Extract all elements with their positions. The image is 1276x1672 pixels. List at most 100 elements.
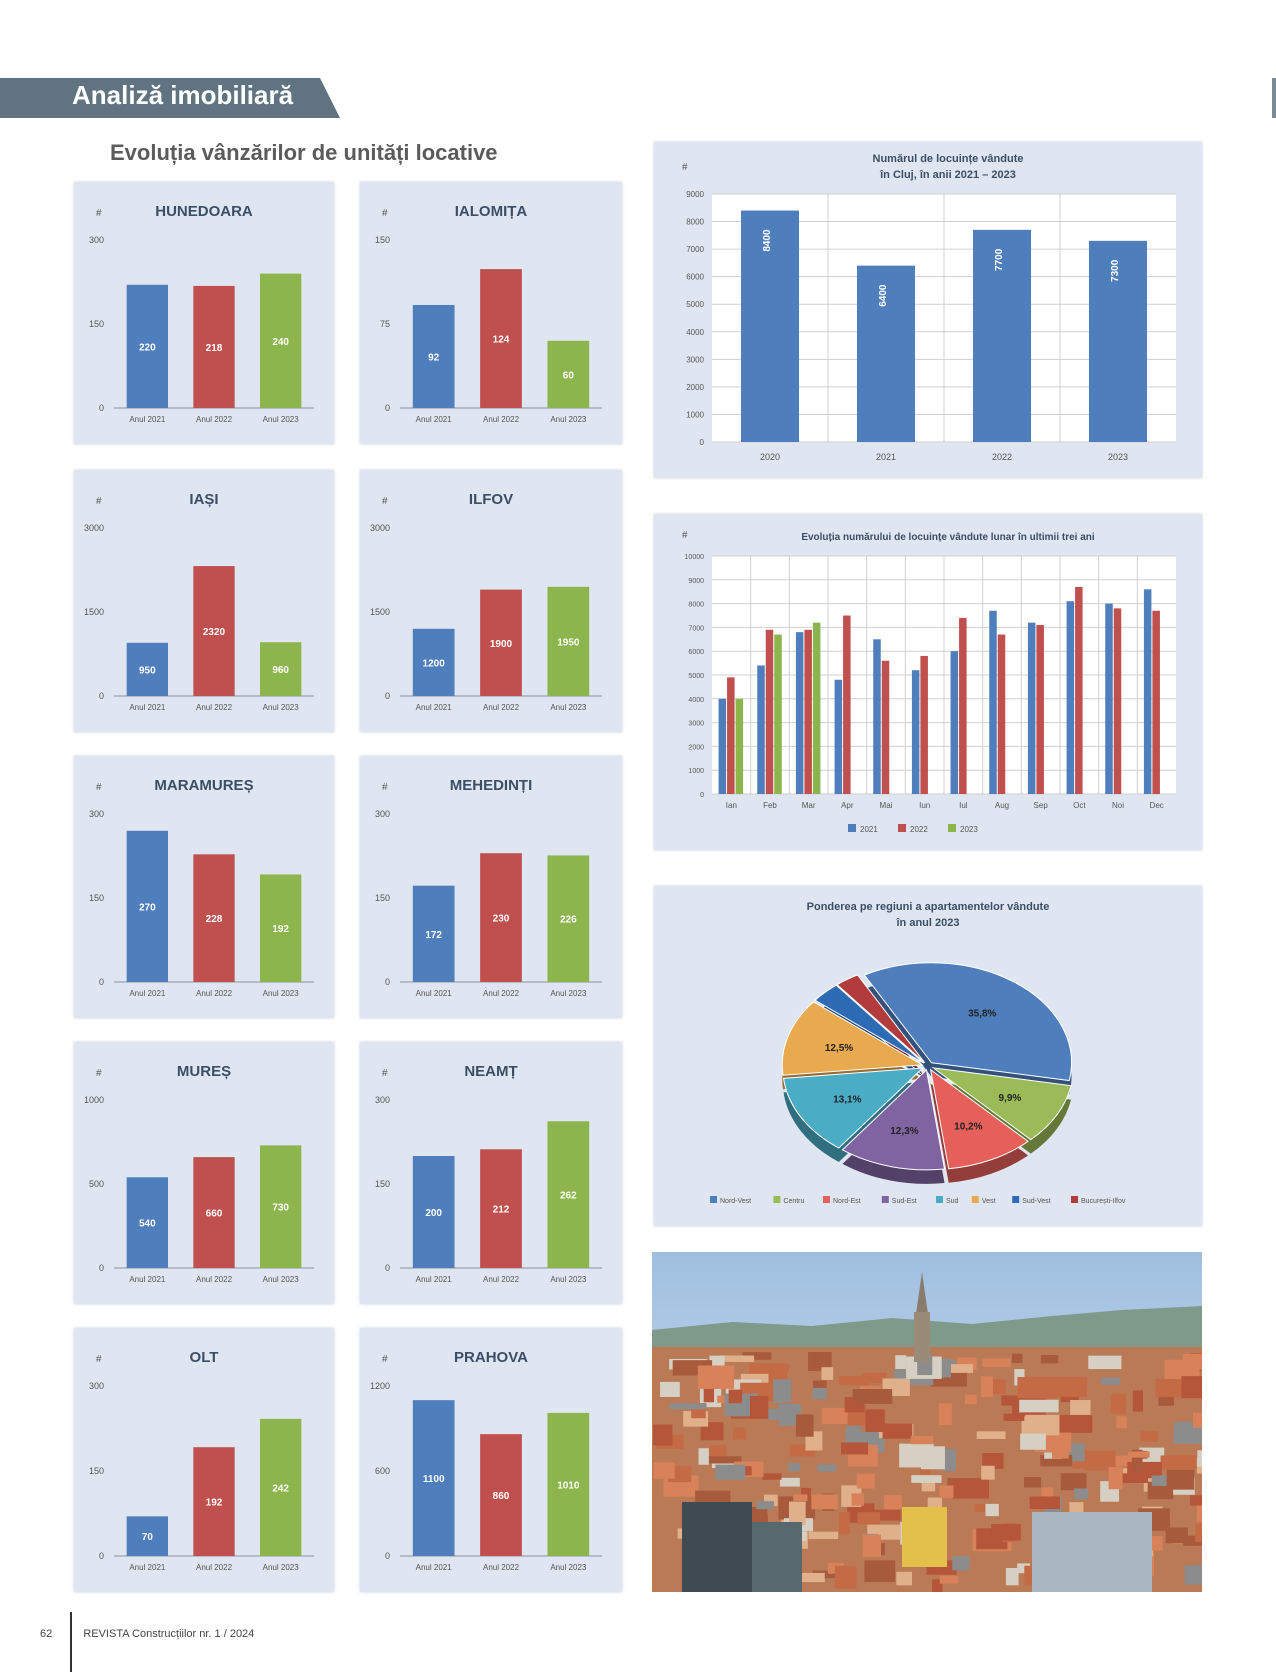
y-tick-label: 150 (375, 235, 390, 245)
bar-2023 (735, 698, 744, 794)
x-tick-label: 2023 (1108, 452, 1128, 462)
chart-title: PRAHOVA (454, 1349, 528, 1366)
city-panorama-photo (652, 1252, 1202, 1592)
pie-data-label: 13,1% (833, 1095, 861, 1106)
chart-prahova: PRAHOVA #0 600 1200 1100 Anul 2021 860 Anul 202… (360, 1328, 622, 1592)
pie-slice (841, 1068, 946, 1171)
y-axis-label: # (96, 208, 102, 219)
pie-slice (836, 974, 926, 1064)
legend-swatch (971, 1196, 979, 1203)
x-tick-label: Anul 2023 (550, 703, 587, 712)
chart-svg: HUNEDOARA #0 150 300 220 Anul 2021 218 Anul 202… (89, 203, 314, 424)
legend-label: Sud (946, 1198, 959, 1205)
y-tick-label: 0 (385, 1263, 390, 1273)
y-axis-label: # (382, 496, 388, 507)
bar-2023 (812, 622, 821, 794)
legend-label: 2021 (860, 825, 878, 834)
bar-2023 (774, 634, 782, 794)
chart-title: MARAMUREȘ (154, 777, 253, 794)
pie-slice (931, 1067, 1072, 1141)
legend-label: Centru (783, 1198, 804, 1205)
bar (193, 1447, 235, 1556)
legend-swatch (1071, 1196, 1078, 1203)
pie-slice (814, 984, 925, 1064)
legend-label: Vest (982, 1198, 996, 1205)
bar-data-label: 212 (493, 1205, 510, 1216)
header-title: Analiză imobiliară (72, 80, 294, 110)
bar-data-label: 124 (493, 335, 510, 346)
bar (547, 586, 590, 696)
y-tick-label: 500 (89, 1179, 104, 1189)
chart-title: MEHEDINȚI (450, 777, 533, 794)
y-tick-label: 0 (99, 1551, 104, 1561)
bar (412, 628, 455, 696)
bar (973, 229, 1031, 442)
x-tick-label: Anul 2022 (483, 1563, 520, 1572)
y-tick-label: 7000 (686, 245, 704, 254)
y-axis-label: # (96, 1354, 102, 1365)
y-tick-label: 3000 (688, 721, 704, 728)
x-tick-label: 2021 (876, 452, 896, 462)
bar (547, 855, 590, 982)
legend-swatch (936, 1196, 943, 1203)
x-tick-label: Anul 2021 (416, 989, 453, 998)
bar-data-label: 1900 (490, 639, 513, 650)
x-tick-label: Feb (763, 801, 777, 810)
y-tick-label: 0 (99, 977, 104, 987)
bar (412, 304, 455, 408)
bar (260, 1145, 302, 1268)
y-tick-label: 1000 (688, 768, 704, 775)
bar-data-label: 6400 (878, 284, 889, 307)
x-tick-label: Anul 2022 (196, 989, 233, 998)
legend-label: Sud-Est (892, 1198, 917, 1205)
y-tick-label: 150 (375, 1179, 390, 1189)
chart-svg: MARAMUREȘ #0 150 300 270 Anul 2021 228 Anul 202… (89, 777, 314, 998)
y-tick-label: 300 (375, 809, 390, 819)
y-tick-label: 1200 (370, 1381, 390, 1391)
bar (193, 566, 235, 696)
chart-mehedinti: MEHEDINȚI #0 150 300 172 Anul 2021 230 Anul 202… (360, 756, 622, 1018)
y-tick-label: 0 (385, 977, 390, 987)
x-tick-label: Anul 2023 (263, 989, 300, 998)
pie-data-label: 12,5% (825, 1043, 853, 1054)
bar (480, 853, 522, 982)
y-tick-label: 1500 (84, 607, 104, 617)
y-axis-label: # (382, 208, 388, 219)
x-tick-label: Anul 2022 (196, 415, 233, 424)
y-tick-label: 1500 (370, 607, 390, 617)
chart-svg: MEHEDINȚI #0 150 300 172 Anul 2021 230 Anul 202… (375, 777, 602, 998)
bar-data-label: 1010 (557, 1480, 580, 1491)
bar-2021 (757, 665, 765, 794)
legend-swatch (948, 824, 956, 832)
bar-data-label: 230 (493, 914, 510, 925)
bar (260, 1418, 302, 1556)
bar (412, 1400, 455, 1556)
bar-data-label: 60 (563, 370, 575, 381)
chart-neamt: NEAMȚ #0 150 300 200 Anul 2021 212 Anul 2022 262… (360, 1042, 622, 1304)
x-tick-label: Mai (880, 801, 893, 810)
chart-svg: PRAHOVA #0 600 1200 1100 Anul 2021 860 Anul 202… (370, 1349, 602, 1572)
y-tick-label: 150 (89, 319, 104, 329)
legend-swatch (848, 824, 856, 832)
bar-2022 (997, 634, 1006, 794)
y-tick-label: 300 (89, 1381, 104, 1391)
bar (547, 340, 590, 408)
y-tick-label: 75 (380, 319, 390, 329)
chart-svg: NEAMȚ #0 150 300 200 Anul 2021 212 Anul 2022 262… (375, 1063, 602, 1284)
x-tick-label: Noi (1112, 801, 1124, 810)
chart-subtitle: în anul 2023 (896, 917, 960, 929)
y-tick-label: 9000 (688, 578, 704, 585)
legend-swatch (773, 1196, 781, 1203)
bar-data-label: 70 (142, 1532, 154, 1543)
y-tick-label: 2000 (688, 744, 704, 751)
x-tick-label: Anul 2022 (483, 989, 520, 998)
bar (547, 1412, 590, 1556)
bar (126, 1177, 168, 1268)
publication-name: REVISTA Construcțiilor nr. 1 / 2024 (83, 1628, 255, 1640)
y-tick-label: 5000 (688, 673, 704, 680)
bar-2022 (1036, 625, 1044, 794)
y-tick-label: 150 (89, 1466, 104, 1476)
chart-title: MUREȘ (177, 1063, 231, 1080)
legend-label: Nord-Vest (720, 1198, 751, 1205)
bar-data-label: 240 (272, 337, 289, 348)
